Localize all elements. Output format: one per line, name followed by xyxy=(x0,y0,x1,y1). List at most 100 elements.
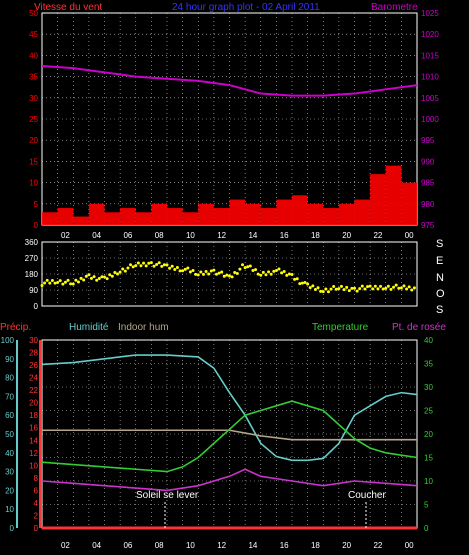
direction-point xyxy=(139,264,143,268)
direction-point xyxy=(363,287,367,291)
direction-point xyxy=(48,281,52,285)
precip-tick-label: 22 xyxy=(29,386,38,395)
direction-point xyxy=(261,270,265,274)
direction-point xyxy=(71,282,75,286)
direction-point xyxy=(188,270,192,274)
direction-letter: S xyxy=(436,238,443,250)
direction-point xyxy=(209,269,213,273)
direction-point xyxy=(293,277,297,281)
direction-point xyxy=(259,273,263,277)
direction-point xyxy=(74,278,78,282)
direction-point xyxy=(129,263,133,267)
direction-point xyxy=(376,287,380,291)
direction-point xyxy=(173,268,177,272)
direction-point xyxy=(204,270,208,274)
baro-tick-label: 1010 xyxy=(421,73,439,82)
humidity-tick-label: 0 xyxy=(10,524,15,533)
direction-point xyxy=(103,275,106,279)
direction-point xyxy=(40,284,44,288)
x-tick-label: 06 xyxy=(123,231,132,240)
direction-point xyxy=(63,280,67,284)
direction-point xyxy=(316,286,320,290)
x-tick-label: 06 xyxy=(123,541,132,550)
direction-point xyxy=(155,263,159,267)
direction-point xyxy=(337,287,341,291)
direction-point xyxy=(287,272,291,276)
direction-point xyxy=(118,270,122,274)
direction-point xyxy=(131,265,135,269)
direction-point xyxy=(353,286,356,290)
direction-point xyxy=(84,274,88,278)
direction-tick-label: 270 xyxy=(25,254,39,263)
baro-tick-label: 1025 xyxy=(421,9,439,18)
direction-letter: N xyxy=(436,272,444,284)
temperature-tick-label: 15 xyxy=(424,454,433,463)
x-tick-label: 08 xyxy=(155,231,164,240)
direction-point xyxy=(290,273,294,277)
precip-tick-label: 30 xyxy=(29,336,38,345)
direction-point xyxy=(196,273,200,277)
barometer-label: Barometre xyxy=(371,2,418,13)
direction-point xyxy=(194,272,198,276)
direction-point xyxy=(144,264,148,268)
wind-speed-bar xyxy=(338,203,355,225)
precip-tick-label: 14 xyxy=(29,436,38,445)
temperature-tick-label: 5 xyxy=(424,501,429,510)
wind-tick-label: 35 xyxy=(29,73,38,82)
wind-speed-label: Vitesse du vent xyxy=(34,2,102,13)
direction-point xyxy=(355,289,359,293)
x-tick-label: 18 xyxy=(311,541,320,550)
wind-speed-bar xyxy=(385,165,402,225)
precip-tick-label: 18 xyxy=(29,411,38,420)
wind-speed-bar xyxy=(151,203,167,225)
x-tick-label: 10 xyxy=(186,541,195,550)
wind-speed-bar xyxy=(323,208,339,225)
direction-point xyxy=(371,287,375,291)
direction-point xyxy=(160,264,164,268)
wind-speed-bar xyxy=(57,208,74,225)
wind-speed-bar xyxy=(370,174,386,225)
indoor-humidity-line xyxy=(42,429,417,441)
precip-label: Précip. xyxy=(0,322,31,333)
wind-speed-bar xyxy=(229,199,246,225)
direction-point xyxy=(339,284,343,288)
chart-title: 24 hour graph plot - 02 April 2011 xyxy=(172,2,320,13)
direction-point xyxy=(116,272,120,276)
wind-speed-bar xyxy=(401,182,417,225)
humidity-label: Humidité xyxy=(69,322,109,333)
direction-point xyxy=(308,286,312,290)
direction-point xyxy=(110,274,114,278)
direction-point xyxy=(45,278,49,282)
wind-speed-bar xyxy=(73,216,89,225)
direction-point xyxy=(136,261,140,265)
humidity-tick-label: 80 xyxy=(5,374,14,383)
baro-tick-label: 975 xyxy=(421,221,435,230)
precip-tick-label: 20 xyxy=(29,399,38,408)
direction-point xyxy=(53,281,57,285)
direction-point xyxy=(256,272,260,276)
x-tick-label: 00 xyxy=(405,541,414,550)
direction-point xyxy=(165,263,169,267)
direction-point xyxy=(311,284,315,288)
precip-tick-label: 6 xyxy=(34,486,39,495)
direction-point xyxy=(321,290,325,294)
direction-tick-label: 360 xyxy=(25,238,39,247)
direction-point xyxy=(123,269,127,273)
direction-point xyxy=(95,278,99,282)
direction-point xyxy=(126,266,130,270)
temperature-tick-label: 35 xyxy=(424,360,433,369)
direction-point xyxy=(394,283,398,287)
wind-speed-bar xyxy=(276,199,292,225)
x-tick-label: 16 xyxy=(280,231,289,240)
x-tick-label: 20 xyxy=(342,231,351,240)
direction-tick-label: 90 xyxy=(29,286,38,295)
humidity-tick-label: 60 xyxy=(5,411,14,420)
baro-tick-label: 985 xyxy=(421,179,435,188)
direction-point xyxy=(207,272,211,276)
temperature-tick-label: 0 xyxy=(424,524,429,533)
direction-point xyxy=(238,267,242,271)
direction-point xyxy=(87,273,91,277)
direction-point xyxy=(217,271,221,275)
direction-letter: E xyxy=(436,255,443,267)
chart-marks xyxy=(40,65,418,530)
